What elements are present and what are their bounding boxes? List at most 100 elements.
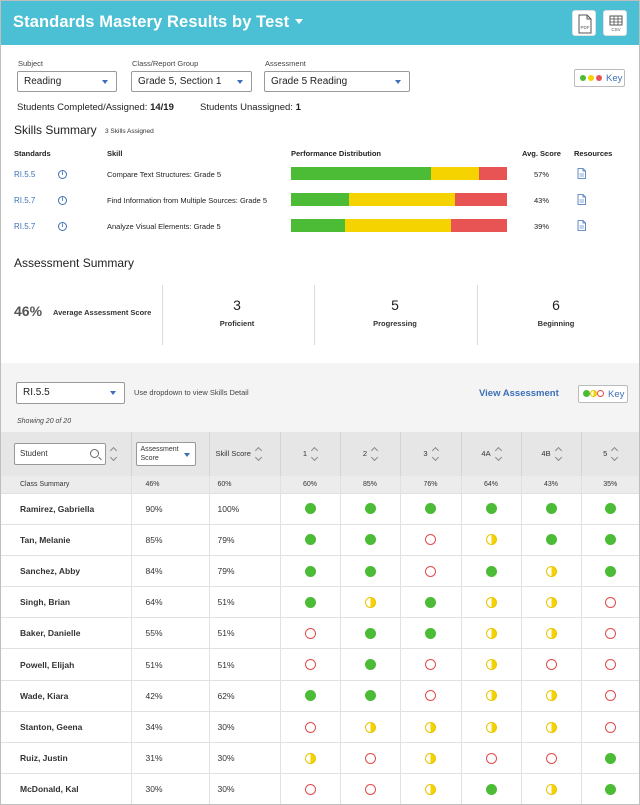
item-result bbox=[280, 711, 341, 744]
pdf-file-icon: PDF bbox=[578, 14, 592, 34]
item-result bbox=[521, 773, 582, 804]
student-name-link[interactable]: Tan, Melanie bbox=[1, 524, 132, 556]
item-header-5[interactable]: 5 bbox=[581, 432, 639, 476]
subject-label: Subject bbox=[18, 59, 44, 68]
progressing-half-dot-icon bbox=[425, 721, 436, 733]
student-search-input[interactable]: Student bbox=[14, 443, 106, 465]
key-button[interactable]: Key bbox=[574, 69, 625, 87]
proficient-count: 3 bbox=[233, 297, 241, 313]
standard-link[interactable]: RI.5.7 bbox=[14, 222, 36, 231]
pdf-resource-icon[interactable] bbox=[577, 220, 586, 231]
skill-score: 79% bbox=[209, 555, 281, 588]
info-icon[interactable]: i bbox=[58, 196, 67, 205]
progressing-half-dot-icon bbox=[545, 783, 557, 795]
info-icon[interactable]: i bbox=[58, 170, 67, 179]
key-label: Key bbox=[606, 73, 623, 84]
sort-icon[interactable] bbox=[611, 446, 619, 462]
student-name-link[interactable]: Sanchez, Abby bbox=[1, 555, 132, 588]
average-assessment-label: Average Assessment Score bbox=[53, 308, 152, 317]
item-result bbox=[521, 648, 582, 681]
assessment-select[interactable]: Grade 5 Reading bbox=[264, 71, 410, 92]
sort-icon[interactable] bbox=[494, 446, 502, 462]
student-name-link[interactable]: Ramirez, Gabriella bbox=[1, 493, 132, 525]
proficient-dot-icon bbox=[425, 503, 436, 515]
progressing-half-dot-icon bbox=[545, 565, 557, 577]
progressing-segment bbox=[345, 219, 451, 232]
standard-select[interactable]: RI.5.5 bbox=[16, 382, 125, 404]
item-header-4b[interactable]: 4B bbox=[521, 432, 582, 476]
pdf-resource-icon[interactable] bbox=[577, 194, 586, 205]
progressing-half-dot-icon bbox=[425, 752, 436, 764]
proficient-dot-icon bbox=[604, 503, 616, 515]
student-name-link[interactable]: Singh, Brian bbox=[1, 586, 132, 619]
class-group-select[interactable]: Grade 5, Section 1 bbox=[131, 71, 252, 92]
progressing-half-dot-icon bbox=[545, 627, 557, 639]
progressing-half-dot-icon bbox=[545, 690, 557, 702]
assessment-score-sort-select[interactable]: Assessment Score bbox=[135, 442, 196, 466]
export-pdf-button[interactable]: PDF bbox=[572, 10, 596, 36]
table-row: Wade, Kiara 42% 62% bbox=[1, 680, 639, 712]
beginning-ring-icon bbox=[364, 783, 376, 795]
col-skill: Skill bbox=[107, 149, 123, 158]
chevron-down-icon bbox=[395, 80, 401, 84]
assessment-summary-title: Assessment Summary bbox=[14, 256, 135, 270]
sort-icon[interactable] bbox=[254, 446, 262, 462]
info-icon[interactable]: i bbox=[58, 222, 67, 231]
student-name-link[interactable]: Powell, Elijah bbox=[1, 648, 132, 681]
class-assessment-score: 46% bbox=[131, 476, 210, 494]
sort-icon[interactable] bbox=[371, 446, 379, 462]
sort-icon[interactable] bbox=[109, 446, 118, 462]
item-result bbox=[280, 648, 341, 681]
subject-select[interactable]: Reading bbox=[17, 71, 117, 92]
view-assessment-link[interactable]: View Assessment bbox=[479, 388, 559, 399]
item-result bbox=[340, 711, 401, 744]
sort-icon[interactable] bbox=[311, 446, 319, 462]
student-name-link[interactable]: Stanton, Geena bbox=[1, 711, 132, 744]
assessment-score-header: Assessment Score bbox=[131, 432, 210, 476]
subject-value: Reading bbox=[24, 76, 62, 87]
item-result bbox=[581, 617, 639, 650]
class-skill-score: 60% bbox=[209, 476, 281, 494]
table-row: Powell, Elijah 51% 51% bbox=[1, 648, 639, 681]
proficient-dot-icon bbox=[485, 783, 497, 795]
item-result bbox=[581, 493, 639, 525]
student-name-link[interactable]: Baker, Danielle bbox=[1, 617, 132, 650]
student-name-link[interactable]: Ruiz, Justin bbox=[1, 742, 132, 775]
skill-score: 79% bbox=[209, 524, 281, 556]
item-result bbox=[340, 648, 401, 681]
class-group-label: Class/Report Group bbox=[132, 59, 199, 68]
beginning-ring-icon bbox=[485, 752, 497, 764]
item-result bbox=[340, 493, 401, 525]
student-name-link[interactable]: McDonald, Kal bbox=[1, 773, 132, 804]
performance-distribution-bar bbox=[291, 193, 507, 206]
skill-score-header[interactable]: Skill Score bbox=[209, 432, 281, 476]
pdf-resource-icon[interactable] bbox=[577, 168, 586, 179]
standard-link[interactable]: RI.5.5 bbox=[14, 170, 36, 179]
item-header-1[interactable]: 1 bbox=[280, 432, 341, 476]
sort-icon[interactable] bbox=[431, 446, 439, 462]
standard-value: RI.5.5 bbox=[23, 387, 50, 398]
sort-icon[interactable] bbox=[554, 446, 562, 462]
item-result bbox=[521, 680, 582, 712]
item-result bbox=[280, 555, 341, 588]
assessment-score: 85% bbox=[131, 524, 210, 556]
item-result bbox=[280, 617, 341, 650]
item-result bbox=[280, 773, 341, 804]
export-csv-button[interactable]: CSV bbox=[603, 10, 627, 36]
student-name-link[interactable]: Wade, Kiara bbox=[1, 680, 132, 712]
item-result bbox=[280, 524, 341, 556]
class-item-score: 60% bbox=[280, 476, 341, 494]
item-header-2[interactable]: 2 bbox=[340, 432, 401, 476]
skill-score: 51% bbox=[209, 617, 281, 650]
proficient-dot-icon bbox=[364, 627, 376, 639]
item-header-4a[interactable]: 4A bbox=[461, 432, 522, 476]
proficient-dot-icon bbox=[604, 752, 616, 764]
proficient-dot-icon bbox=[364, 503, 376, 515]
detail-key-button[interactable]: Key bbox=[578, 385, 628, 403]
proficient-dot-icon bbox=[364, 659, 376, 671]
progressing-half-dot-icon bbox=[485, 534, 497, 546]
report-title-dropdown[interactable]: Standards Mastery Results by Test bbox=[13, 13, 304, 32]
item-header-3[interactable]: 3 bbox=[400, 432, 462, 476]
page-header: Standards Mastery Results by Test PDF CS… bbox=[1, 1, 639, 45]
standard-link[interactable]: RI.5.7 bbox=[14, 196, 36, 205]
